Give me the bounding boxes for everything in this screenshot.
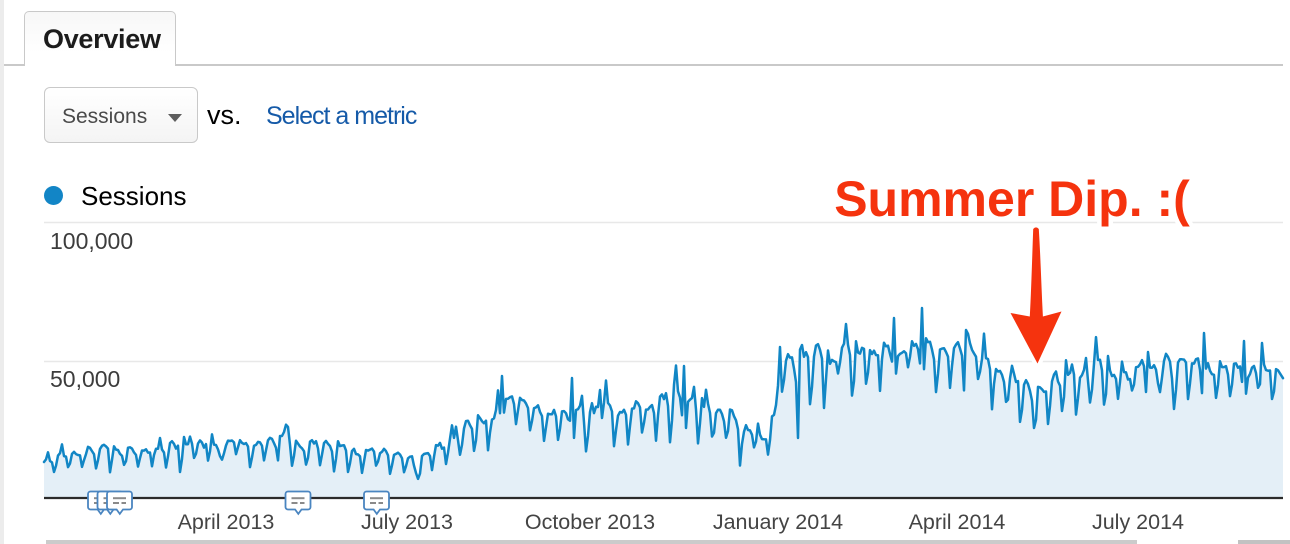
svg-text:Summer Dip. :(: Summer Dip. :( xyxy=(834,171,1190,227)
